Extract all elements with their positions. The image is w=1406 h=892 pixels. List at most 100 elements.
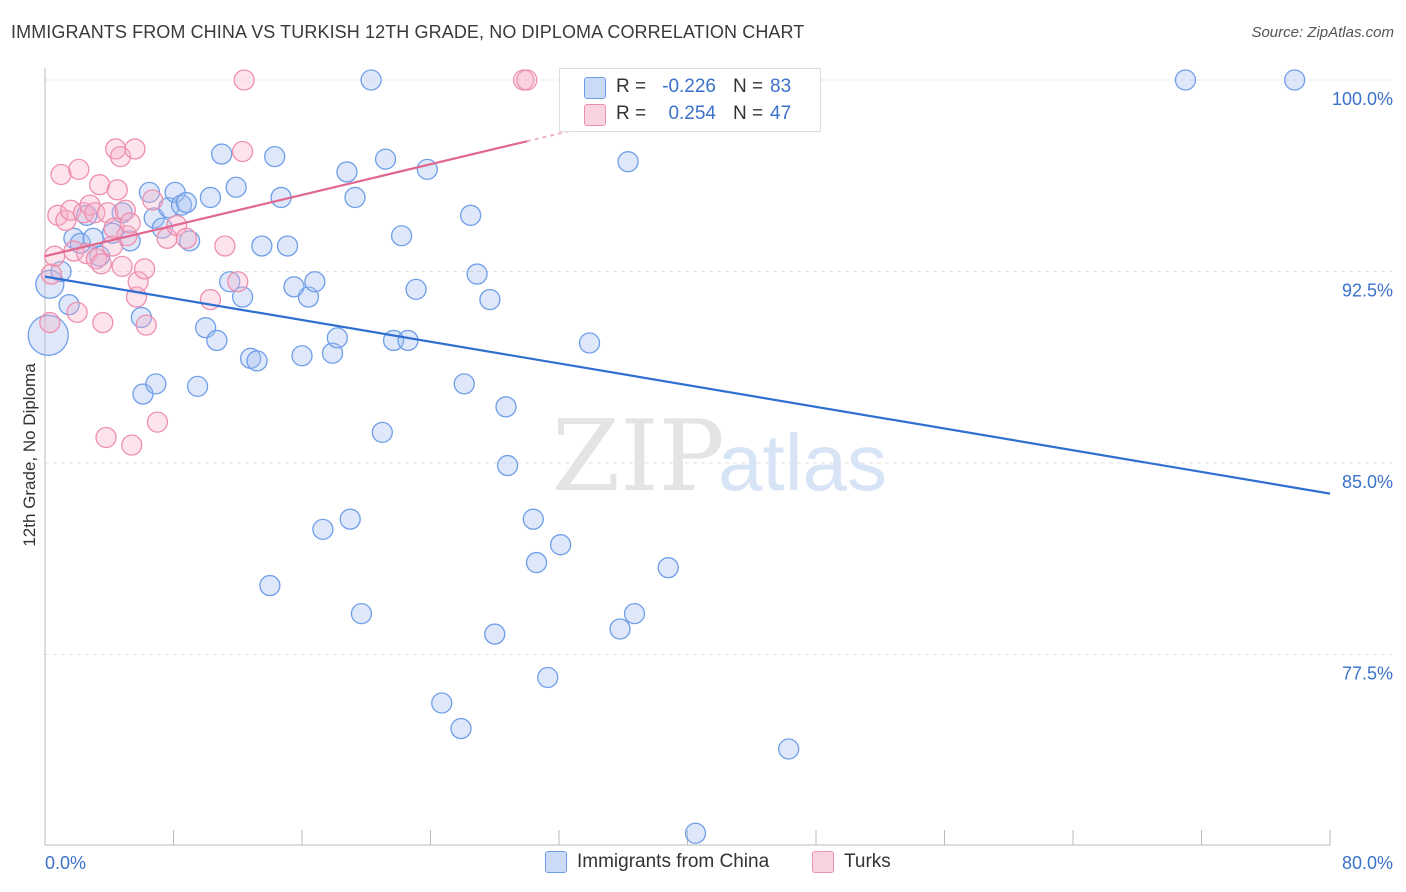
china-point [291,345,313,367]
china-point [609,618,631,640]
turks-point [40,263,63,285]
china-point [326,327,348,349]
china-point [405,278,427,301]
china-point [27,314,69,356]
axes [44,68,1331,846]
turks-swatch-icon [584,104,606,126]
turks-point [76,242,98,265]
china-point [219,271,241,293]
turks-point [233,69,255,91]
legend-label-china: Immigrants from China [577,851,770,872]
turks-point [227,271,249,293]
turks-point [50,163,72,186]
turks-point [175,227,198,249]
y-tick-label: 77.5% [1342,664,1393,684]
legend-item-china[interactable]: Immigrants from China [545,851,769,873]
china-point [1174,69,1197,91]
turks-point [114,199,136,221]
china-swatch-icon [545,851,567,873]
china-point [522,508,544,530]
china-point [178,230,201,252]
turks-trend-line [44,140,528,258]
china-r-value: -0.226 [662,76,716,97]
china-point [778,738,800,760]
china-point [251,235,273,257]
turks-point [103,217,125,239]
turks-point [111,255,133,278]
r-label: R = [616,103,647,124]
turks-point [119,212,141,234]
turks-point [66,301,88,324]
chart-source: Source: ZipAtlas.com [1251,24,1394,41]
turks-point [124,138,146,160]
china-point [259,574,281,597]
china-trend-line [44,275,1331,495]
turks-trend-extension [526,124,592,143]
china-point [453,373,475,395]
series-legend: Immigrants from China Turks [0,851,1406,879]
turks-point [88,174,111,196]
turks-point [84,202,106,224]
legend-row-turks: R = 0.254 N = 47 [560,101,820,127]
trend-lines [44,124,1331,495]
china-point [549,534,572,556]
china-point [374,148,397,170]
r-label: R = [616,76,647,97]
x-tick-label-max: 80.0% [1342,853,1393,873]
legend-row-china: R = -0.226 N = 83 [560,74,820,100]
turks-point [90,253,112,275]
turks-point [39,311,61,334]
china-point [1284,69,1306,91]
turks-n-value: 47 [770,103,792,124]
legend-label-turks: Turks [844,851,891,872]
tick-labels: 100.0% 92.5% 85.0% 77.5% 0.0% 80.0% [45,89,1393,873]
chart-title: IMMIGRANTS FROM CHINA VS TURKISH 12TH GR… [11,22,805,42]
china-point [225,176,247,198]
china-point [186,375,209,398]
china-point [350,602,373,625]
turks-point [92,311,114,334]
china-point [525,551,548,574]
china-point [206,329,228,352]
stats-legend: R = -0.226 N = 83 R = 0.254 N = 47 [559,68,821,132]
turks-point [121,434,143,456]
china-point [304,271,326,293]
turks-point [146,411,169,433]
china-point [312,518,334,541]
watermark-zip: ZIP [552,400,725,514]
turks-point [106,179,128,201]
china-point [684,822,707,844]
china-point [344,186,366,209]
n-label: N = [733,103,764,124]
watermark-atlas: atlas [718,418,887,507]
china-point [657,557,679,579]
china-point [211,143,233,165]
turks-swatch-icon [812,851,834,873]
china-point [339,508,361,530]
china-point [450,717,472,740]
china-point [460,204,482,226]
china-point [336,161,358,183]
china-point [360,69,382,91]
china-point [58,294,80,316]
turks-point [214,235,236,257]
china-point [371,421,393,444]
legend-item-turks[interactable]: Turks [812,851,891,873]
china-point [276,235,299,257]
china-point [495,396,517,418]
china-point [537,666,559,689]
y-tick-label: 85.0% [1342,472,1393,492]
china-point [431,692,453,714]
data-points [27,69,1306,844]
china-n-value: 83 [770,76,792,97]
turks-point [68,158,90,181]
china-point [175,191,198,214]
china-point [496,454,519,477]
china-point [199,186,222,209]
x-tick-label-min: 0.0% [45,853,86,873]
y-tick-label: 100.0% [1332,89,1393,109]
turks-point [141,189,164,211]
y-tick-label: 92.5% [1342,281,1393,301]
